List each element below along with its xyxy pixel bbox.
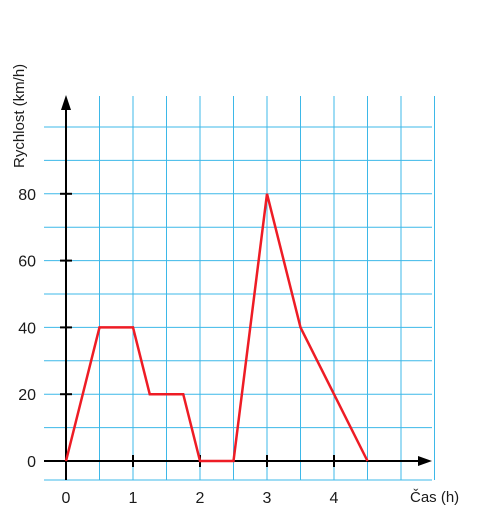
- axes: [44, 95, 432, 480]
- y-axis-arrow: [61, 95, 71, 110]
- series-line-0: [64, 193, 369, 463]
- x-tick-label-0: 0: [62, 490, 71, 507]
- y-axis-label: Rychlost (km/h): [11, 64, 28, 168]
- x-axis-label: Čas (h): [410, 489, 459, 506]
- y-tick-label-0: 0: [27, 454, 36, 471]
- x-tick-label-2: 2: [196, 490, 205, 507]
- x-axis-arrow: [418, 456, 432, 466]
- y-tick-label-1: 20: [18, 387, 36, 404]
- y-tick-label-3: 60: [18, 254, 36, 271]
- series: [64, 193, 369, 463]
- x-tick-label-3: 3: [263, 490, 272, 507]
- y-tick-label-4: 80: [18, 187, 36, 204]
- y-tick-label-2: 40: [18, 320, 36, 337]
- x-tick-label-1: 1: [129, 490, 138, 507]
- x-tick-label-4: 4: [330, 490, 339, 507]
